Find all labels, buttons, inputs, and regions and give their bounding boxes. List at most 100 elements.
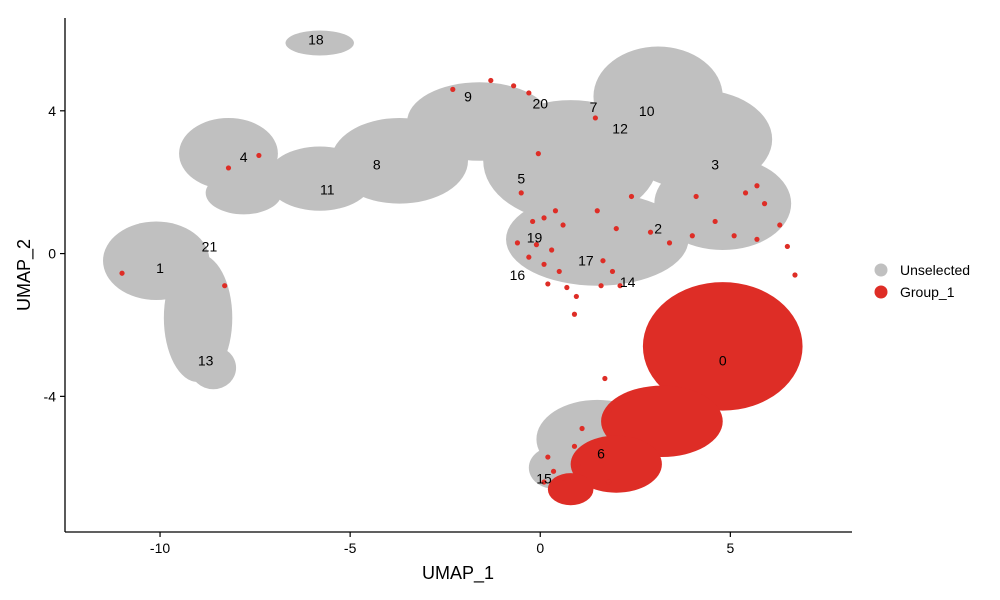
unselected-region-4 <box>205 171 282 215</box>
group-1-point-36 <box>647 229 654 235</box>
group-1-point-18 <box>693 193 699 200</box>
group-1-point-43 <box>784 243 790 250</box>
group-1-point-21 <box>754 183 760 189</box>
y-tick-label-1: 0 <box>48 246 56 262</box>
cluster-label-21: 21 <box>202 238 218 254</box>
ticks-layer: -10 -5 0 5 -4 0 4 <box>44 103 735 556</box>
group-1-point-14 <box>560 222 566 228</box>
group-1-point-48 <box>571 443 578 449</box>
group-1-point-7 <box>526 90 532 96</box>
points-layer <box>103 30 803 506</box>
cluster-label-17: 17 <box>578 253 594 269</box>
cluster-label-19: 19 <box>527 230 543 246</box>
x-axis-title: UMAP_1 <box>422 563 494 584</box>
cluster-label-1: 1 <box>156 260 164 276</box>
group-1-point-27 <box>556 268 562 275</box>
legend-label-unselected: Unselected <box>900 262 970 278</box>
group-1-point-19 <box>742 190 749 196</box>
group-1-point-54 <box>587 490 593 496</box>
group-1-point-12 <box>541 215 547 221</box>
group-1-point-50 <box>550 468 557 474</box>
group-1-point-20 <box>761 201 768 207</box>
group-1-point-25 <box>526 254 532 260</box>
cluster-label-18: 18 <box>308 31 324 47</box>
legend-label-group-1: Group_1 <box>900 284 955 300</box>
cluster-label-10: 10 <box>639 103 655 119</box>
cluster-label-4: 4 <box>240 149 248 165</box>
group-1-point-16 <box>613 225 619 232</box>
group-1-point-26 <box>541 261 547 267</box>
unselected-region-2 <box>190 346 237 390</box>
cluster-label-2: 2 <box>654 221 662 237</box>
group-1-point-17 <box>628 193 635 200</box>
group-1-point-4 <box>450 86 456 92</box>
group-1-point-39 <box>712 218 718 225</box>
axes-layer <box>64 18 852 533</box>
cluster-label-9: 9 <box>464 89 472 105</box>
group-1-point-38 <box>689 233 695 239</box>
group-1-point-35 <box>617 283 623 289</box>
group-1-point-31 <box>571 311 578 317</box>
group-1-point-6 <box>511 83 517 89</box>
group-1-point-3 <box>256 152 262 159</box>
group-1-point-53 <box>560 475 566 482</box>
group-1-point-55 <box>606 479 612 485</box>
group-1-region-3 <box>547 473 594 506</box>
cluster-label-7: 7 <box>590 99 598 115</box>
cluster-label-20: 20 <box>532 96 548 112</box>
group-1-point-52 <box>575 461 581 467</box>
group-1-point-5 <box>488 77 494 84</box>
cluster-label-13: 13 <box>198 353 214 369</box>
group-1-point-13 <box>552 208 559 214</box>
cluster-label-16: 16 <box>510 267 526 283</box>
y-tick-label-0: -4 <box>44 388 57 404</box>
group-1-point-42 <box>777 222 783 228</box>
legend-marker-unselected <box>874 263 888 277</box>
group-1-point-29 <box>564 284 570 291</box>
legend-marker-group-1 <box>874 285 888 299</box>
group-1-point-37 <box>666 240 673 246</box>
group-1-region-2 <box>570 435 662 493</box>
group-1-point-33 <box>609 268 616 275</box>
group-1-point-45 <box>602 375 608 382</box>
group-1-point-47 <box>579 425 585 432</box>
cluster-label-3: 3 <box>711 156 719 172</box>
legend: Unselected Group_1 <box>874 262 970 300</box>
group-1-point-49 <box>545 454 551 460</box>
y-tick-label-2: 4 <box>48 103 56 119</box>
group-1-point-30 <box>573 293 579 300</box>
group-1-region-0 <box>642 282 803 411</box>
cluster-label-0: 0 <box>719 353 727 369</box>
cluster-label-11: 11 <box>320 181 335 197</box>
cluster-label-8: 8 <box>373 156 381 172</box>
x-tick-label-2: 0 <box>536 540 544 556</box>
group-1-point-40 <box>731 233 737 239</box>
group-1-point-15 <box>594 208 600 214</box>
cluster-label-12: 12 <box>612 121 628 137</box>
unselected-region-12 <box>654 157 792 251</box>
group-1-point-8 <box>592 115 598 121</box>
x-tick-label-3: 5 <box>726 540 734 556</box>
group-1-point-23 <box>533 242 540 248</box>
group-1-point-11 <box>530 218 536 225</box>
group-1-point-24 <box>549 247 555 253</box>
cluster-label-15: 15 <box>536 470 552 486</box>
unselected-region-3 <box>179 117 278 190</box>
group-1-point-46 <box>606 408 612 414</box>
unselected-region-13 <box>285 30 354 56</box>
y-axis-title: UMAP_2 <box>14 239 35 311</box>
x-tick-label-1: -5 <box>344 540 357 556</box>
group-1-point-1 <box>222 283 228 289</box>
group-1-point-32 <box>600 258 606 264</box>
group-1-point-9 <box>535 151 541 157</box>
group-1-point-51 <box>541 479 547 485</box>
cluster-label-5: 5 <box>517 171 525 187</box>
group-1-point-44 <box>792 272 798 278</box>
group-1-point-41 <box>754 236 760 242</box>
group-1-point-28 <box>545 281 551 287</box>
group-1-point-10 <box>518 190 524 196</box>
group-1-point-0 <box>119 270 125 276</box>
group-1-point-34 <box>598 283 604 289</box>
